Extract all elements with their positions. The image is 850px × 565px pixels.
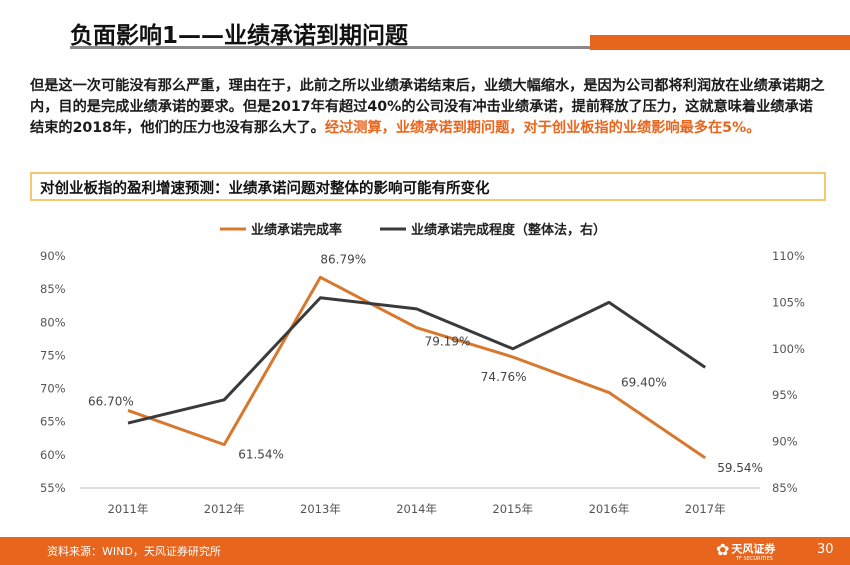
x-tick-label: 2011年 bbox=[108, 502, 149, 516]
x-tick-label: 2014年 bbox=[396, 502, 437, 516]
paragraph-text: 但是这一次可能没有那么严重，理由在于，此前之所以业绩承诺结束后，业绩大幅缩水，是… bbox=[30, 78, 825, 136]
line-chart: 55% 60% 65% 70% 75% 80% 85% 90% 85% 90% 95% 100% 105… bbox=[40, 222, 805, 516]
legend-label: 业绩承诺完成程度（整体法，右） bbox=[411, 222, 606, 238]
y-left-tick-label: 70% bbox=[40, 382, 66, 396]
y-left-tick-label: 65% bbox=[40, 415, 66, 429]
y-left-tick-label: 80% bbox=[40, 315, 66, 329]
data-label: 61.54% bbox=[238, 448, 284, 462]
paragraph-highlight: 经过测算，业绩承诺到期问题，对于创业板指的业绩影响最多在5%。 bbox=[324, 120, 761, 136]
data-label: 86.79% bbox=[320, 252, 366, 266]
y-left-tick-label: 75% bbox=[40, 348, 66, 362]
x-tick-label: 2015年 bbox=[492, 502, 533, 516]
footer-bar: 资料来源：WIND，天风证券研究所 ✿ 天风证券 TF SECURITIES 30 bbox=[0, 537, 850, 565]
data-label: 69.40% bbox=[621, 376, 667, 390]
series-line-completion-rate bbox=[127, 275, 707, 460]
x-tick-label: 2017年 bbox=[685, 502, 726, 516]
title-underline bbox=[70, 46, 590, 49]
legend-label: 业绩承诺完成率 bbox=[251, 222, 342, 238]
company-logo: ✿ 天风证券 TF SECURITIES bbox=[716, 540, 775, 562]
chart-subtitle-box: 对创业板指的盈利增速预测：业绩承诺问题对整体的影响可能有所变化 bbox=[30, 172, 826, 201]
y-right-tick-label: 110% bbox=[772, 249, 805, 263]
y-right-tick-label: 100% bbox=[772, 342, 805, 356]
y-left-tick-label: 85% bbox=[40, 282, 66, 296]
x-tick-label: 2013年 bbox=[300, 502, 341, 516]
x-tick-label: 2016年 bbox=[589, 502, 630, 516]
page-number: 30 bbox=[817, 542, 834, 557]
data-label: 74.76% bbox=[481, 370, 527, 384]
footer-source: 资料来源：WIND，天风证券研究所 bbox=[47, 545, 221, 558]
y-right-tick-label: 95% bbox=[772, 388, 798, 402]
y-left-tick-label: 55% bbox=[40, 481, 66, 495]
chart-subtitle: 对创业板指的盈利增速预测：业绩承诺问题对整体的影响可能有所变化 bbox=[40, 181, 490, 197]
y-left-tick-label: 90% bbox=[40, 249, 66, 263]
data-label: 66.70% bbox=[88, 394, 134, 408]
body-paragraph: 但是这一次可能没有那么严重，理由在于，此前之所以业绩承诺结束后，业绩大幅缩水，是… bbox=[30, 76, 825, 139]
data-label: 79.19% bbox=[425, 335, 471, 349]
data-label: 59.54% bbox=[717, 461, 763, 475]
page-title: 负面影响1——业绩承诺到期问题 bbox=[70, 23, 409, 49]
y-right-tick-label: 90% bbox=[772, 435, 798, 449]
logo-subtext: TF SECURITIES bbox=[736, 556, 773, 562]
x-tick-label: 2012年 bbox=[204, 502, 245, 516]
series-line-completion-degree bbox=[127, 296, 707, 425]
y-left-tick-label: 60% bbox=[40, 448, 66, 462]
title-accent-bar bbox=[590, 35, 850, 50]
logo-text: 天风证券 bbox=[731, 542, 776, 556]
y-right-tick-label: 105% bbox=[772, 295, 805, 309]
flower-icon: ✿ bbox=[716, 540, 730, 559]
y-right-tick-label: 85% bbox=[772, 481, 798, 495]
